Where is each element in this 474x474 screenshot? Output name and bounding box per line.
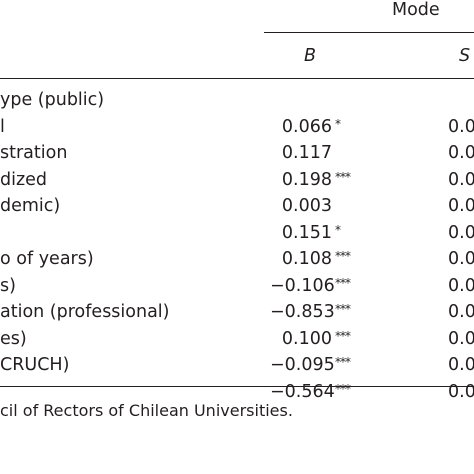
coefficient-value: 0.100 bbox=[281, 329, 332, 349]
significance-stars: *** bbox=[335, 382, 351, 396]
model-heading: Mode bbox=[392, 0, 440, 20]
standard-error: 0.0 bbox=[448, 329, 474, 349]
row-label: ation (professional) bbox=[0, 302, 170, 322]
standard-error: 0.0 bbox=[448, 117, 474, 137]
table-bottom-rule-visible bbox=[0, 386, 474, 387]
standard-error: 0.0 bbox=[448, 223, 474, 243]
significance-stars: *** bbox=[335, 170, 351, 184]
coefficient-b: −0.853 bbox=[270, 302, 335, 322]
row-label: stration bbox=[0, 143, 68, 163]
coefficient-b: 0.100 bbox=[270, 329, 332, 349]
coefficient-b: 0.117 bbox=[270, 143, 332, 163]
standard-error: 0.0 bbox=[448, 355, 474, 375]
coefficient-value: 0.003 bbox=[281, 196, 332, 216]
significance-stars: *** bbox=[335, 249, 351, 263]
row-label: es) bbox=[0, 329, 27, 349]
coefficient-value: −0.853 bbox=[270, 302, 335, 322]
coefficient-value: 0.117 bbox=[281, 143, 332, 163]
coefficient-b: 0.108 bbox=[270, 249, 332, 269]
coefficient-value: 0.108 bbox=[281, 249, 332, 269]
coefficient-value: −0.106 bbox=[270, 276, 335, 296]
coefficient-value: 0.066 bbox=[281, 117, 332, 137]
significance-stars: *** bbox=[335, 355, 351, 369]
coefficient-value: 0.151 bbox=[281, 223, 332, 243]
row-label: o of years) bbox=[0, 249, 94, 269]
significance-stars: *** bbox=[335, 276, 351, 290]
table-footnote: cil of Rectors of Chilean Universities. bbox=[0, 401, 293, 420]
standard-error: 0.0 bbox=[448, 196, 474, 216]
row-label: s) bbox=[0, 276, 16, 296]
coefficient-b: −0.564 bbox=[270, 382, 335, 402]
standard-error: 0.0 bbox=[448, 143, 474, 163]
standard-error: 0.0 bbox=[448, 249, 474, 269]
row-label: CRUCH) bbox=[0, 355, 70, 375]
coefficient-b: −0.095 bbox=[270, 355, 335, 375]
standard-error: 0.0 bbox=[448, 302, 474, 322]
coefficient-value: −0.095 bbox=[270, 355, 335, 375]
coefficient-b: 0.151 bbox=[270, 223, 332, 243]
coefficient-b: 0.198 bbox=[270, 170, 332, 190]
coefficient-b: 0.003 bbox=[270, 196, 332, 216]
model-heading-rule bbox=[264, 32, 474, 33]
column-b-header: B bbox=[304, 46, 317, 66]
significance-stars: *** bbox=[335, 302, 351, 316]
standard-error: 0.0 bbox=[448, 276, 474, 296]
standard-error: 0.0 bbox=[448, 382, 474, 402]
row-label: ype (public) bbox=[0, 90, 105, 110]
row-label: demic) bbox=[0, 196, 61, 216]
header-bottom-rule bbox=[0, 78, 474, 79]
significance-stars: *** bbox=[335, 329, 351, 343]
column-se-header: S bbox=[459, 46, 471, 66]
coefficient-b: 0.066 bbox=[270, 117, 332, 137]
significance-stars: * bbox=[335, 117, 341, 131]
row-label: l bbox=[0, 117, 5, 137]
significance-stars: * bbox=[335, 223, 341, 237]
row-label: dized bbox=[0, 170, 48, 190]
coefficient-value: −0.564 bbox=[270, 382, 335, 402]
standard-error: 0.0 bbox=[448, 170, 474, 190]
coefficient-b: −0.106 bbox=[270, 276, 335, 296]
coefficient-value: 0.198 bbox=[281, 170, 332, 190]
